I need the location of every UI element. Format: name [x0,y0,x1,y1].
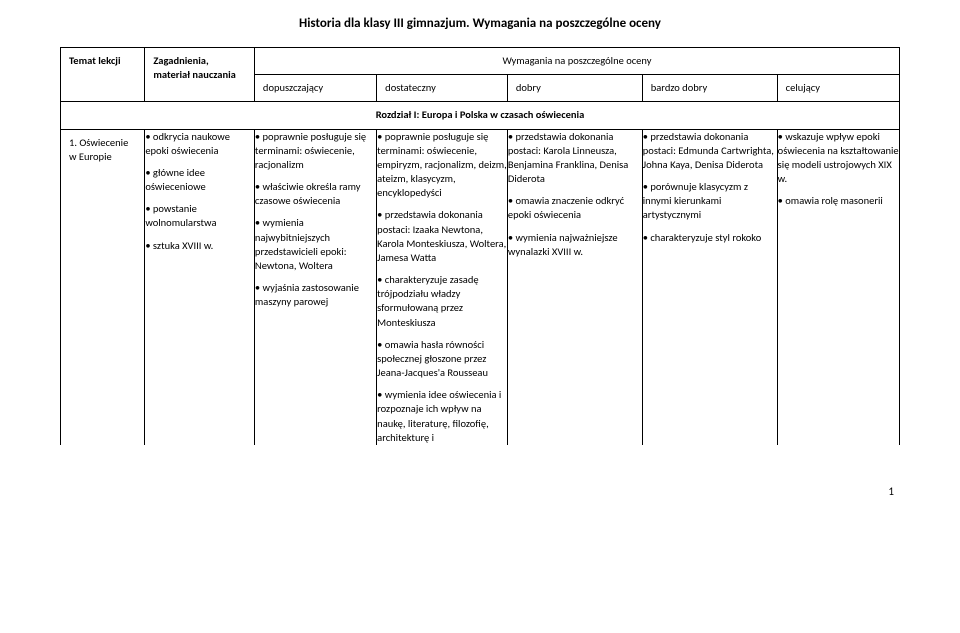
cell-grade2: • poprawnie posługuje się terminami: ośw… [377,129,508,445]
table-row: 1. Oświecenie w Europie • odkrycia nauko… [61,129,900,445]
page-number: 1 [60,485,900,498]
header-grade1: dopuszczający [254,75,376,102]
cell-grade4: • przedstawia dokonania postaci: Edmunda… [642,129,777,445]
header-grade3: dobry [507,75,642,102]
header-material: Zagadnienia, materiał nauczania [145,48,255,102]
requirements-table: Temat lekcji Zagadnienia, materiał naucz… [60,47,900,445]
cell-grade1: • poprawnie posługuje się terminami: ośw… [254,129,376,445]
section-title: Rozdział I: Europa i Polska w czasach oś… [61,102,900,129]
page-title: Historia dla klasy III gimnazjum. Wymaga… [60,16,900,31]
cell-topic: 1. Oświecenie w Europie [61,129,145,445]
header-grade5: celujący [777,75,899,102]
header-topic: Temat lekcji [61,48,145,102]
header-requirements: Wymagania na poszczególne oceny [254,48,899,75]
cell-grade3: • przedstawia dokonania postaci: Karola … [507,129,642,445]
header-grade2: dostateczny [377,75,508,102]
cell-material: • odkrycia naukowe epoki oświecenia• głó… [145,129,255,445]
header-grade4: bardzo dobry [642,75,777,102]
cell-grade5: • wskazuje wpływ epoki oświecenia na ksz… [777,129,899,445]
